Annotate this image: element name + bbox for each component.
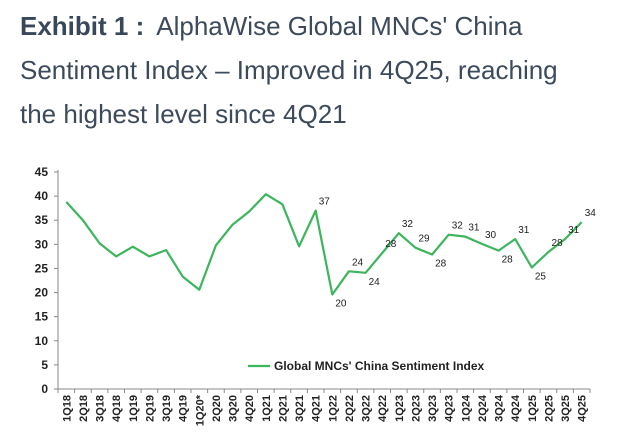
x-tick-label: 4Q22 bbox=[377, 395, 389, 422]
x-tick-label: 2Q21 bbox=[277, 395, 289, 422]
x-tick-label: 4Q23 bbox=[444, 395, 456, 422]
x-tick-label: 3Q19 bbox=[161, 395, 173, 422]
x-tick-label: 3Q23 bbox=[427, 395, 439, 422]
x-tick-label: 2Q19 bbox=[144, 395, 156, 422]
x-tick-label: 3Q21 bbox=[294, 395, 306, 422]
y-tick-label: 10 bbox=[35, 334, 49, 348]
title-line-1: Exhibit 1 : AlphaWise Global MNCs' China bbox=[20, 4, 630, 48]
x-tick-label: 2Q22 bbox=[344, 395, 356, 422]
x-tick-label: 3Q22 bbox=[361, 395, 373, 422]
data-label: 28 bbox=[551, 238, 563, 249]
data-label: 30 bbox=[485, 230, 497, 241]
data-label: 20 bbox=[335, 298, 347, 309]
x-tick-label: 1Q21 bbox=[261, 395, 273, 422]
x-tick-label: 1Q22 bbox=[327, 395, 339, 422]
y-tick-label: 30 bbox=[35, 237, 49, 251]
x-tick-label: 1Q24 bbox=[460, 394, 472, 422]
x-tick-label: 1Q19 bbox=[128, 395, 140, 422]
x-tick-label: 1Q20* bbox=[194, 394, 206, 426]
series-line bbox=[65, 193, 583, 296]
data-label: 28 bbox=[502, 255, 514, 266]
data-label: 32 bbox=[402, 219, 414, 230]
exhibit-title: Exhibit 1 : AlphaWise Global MNCs' China … bbox=[20, 4, 630, 136]
data-label: 31 bbox=[568, 225, 580, 236]
data-label: 24 bbox=[352, 257, 364, 268]
data-labels: 37 20 24 24 28 32 29 28 32 31 30 28 31 25 28 31 34 bbox=[319, 197, 597, 310]
data-label: 29 bbox=[418, 234, 430, 245]
x-tick-label: 2Q18 bbox=[78, 395, 90, 422]
y-axis: 0 5 10 15 20 25 30 35 40 45 bbox=[35, 165, 59, 396]
data-label: 34 bbox=[585, 208, 597, 219]
x-tick-label: 4Q25 bbox=[577, 395, 589, 422]
data-label: 31 bbox=[468, 223, 480, 234]
data-label: 24 bbox=[369, 277, 381, 288]
y-tick-label: 25 bbox=[35, 261, 49, 275]
y-tick-label: 5 bbox=[41, 358, 48, 372]
title-line-2: Sentiment Index – Improved in 4Q25, reac… bbox=[20, 55, 558, 85]
x-axis: 1Q18 2Q18 3Q18 4Q18 1Q19 2Q19 3Q19 4Q19 1Q20* 2Q2… bbox=[57, 388, 591, 426]
x-tick-label: 4Q20 bbox=[244, 395, 256, 422]
y-tick-label: 45 bbox=[35, 165, 49, 179]
x-tick-label: 4Q24 bbox=[510, 394, 522, 422]
x-tick-label: 3Q18 bbox=[95, 395, 107, 422]
x-tick-label: 4Q21 bbox=[311, 395, 323, 422]
x-tick-label: 3Q20 bbox=[228, 395, 240, 422]
legend-label: Global MNCs' China Sentiment Index bbox=[274, 359, 485, 373]
series-group bbox=[65, 193, 583, 296]
data-label: 31 bbox=[518, 225, 530, 236]
x-tick-label: 4Q19 bbox=[178, 395, 190, 422]
data-label: 25 bbox=[535, 271, 547, 282]
x-tick-label: 3Q25 bbox=[560, 395, 572, 422]
title-line-3: the highest level since 4Q21 bbox=[20, 99, 347, 129]
y-tick-label: 20 bbox=[35, 286, 49, 300]
data-label: 28 bbox=[435, 258, 447, 269]
x-tick-label: 2Q20 bbox=[211, 395, 223, 422]
x-tick-label: 2Q24 bbox=[477, 394, 489, 422]
x-tick-label: 1Q25 bbox=[527, 395, 539, 422]
x-tick-label: 4Q18 bbox=[111, 395, 123, 422]
y-tick-label: 0 bbox=[41, 382, 48, 396]
x-tick-label: 1Q18 bbox=[61, 395, 73, 422]
y-tick-label: 40 bbox=[35, 189, 49, 203]
y-tick-label: 35 bbox=[35, 213, 49, 227]
x-tick-label: 2Q25 bbox=[543, 395, 555, 422]
x-tick-label: 2Q23 bbox=[410, 395, 422, 422]
title-text-1: AlphaWise Global MNCs' China bbox=[156, 11, 523, 41]
y-tick-label: 15 bbox=[35, 310, 49, 324]
exhibit-label: Exhibit 1 : bbox=[20, 11, 145, 41]
data-label: 32 bbox=[452, 221, 464, 232]
x-tick-label: 1Q23 bbox=[394, 395, 406, 422]
legend: Global MNCs' China Sentiment Index bbox=[248, 359, 485, 373]
data-label: 28 bbox=[385, 239, 397, 250]
data-label: 37 bbox=[319, 197, 331, 208]
x-tick-label: 3Q24 bbox=[494, 394, 506, 422]
